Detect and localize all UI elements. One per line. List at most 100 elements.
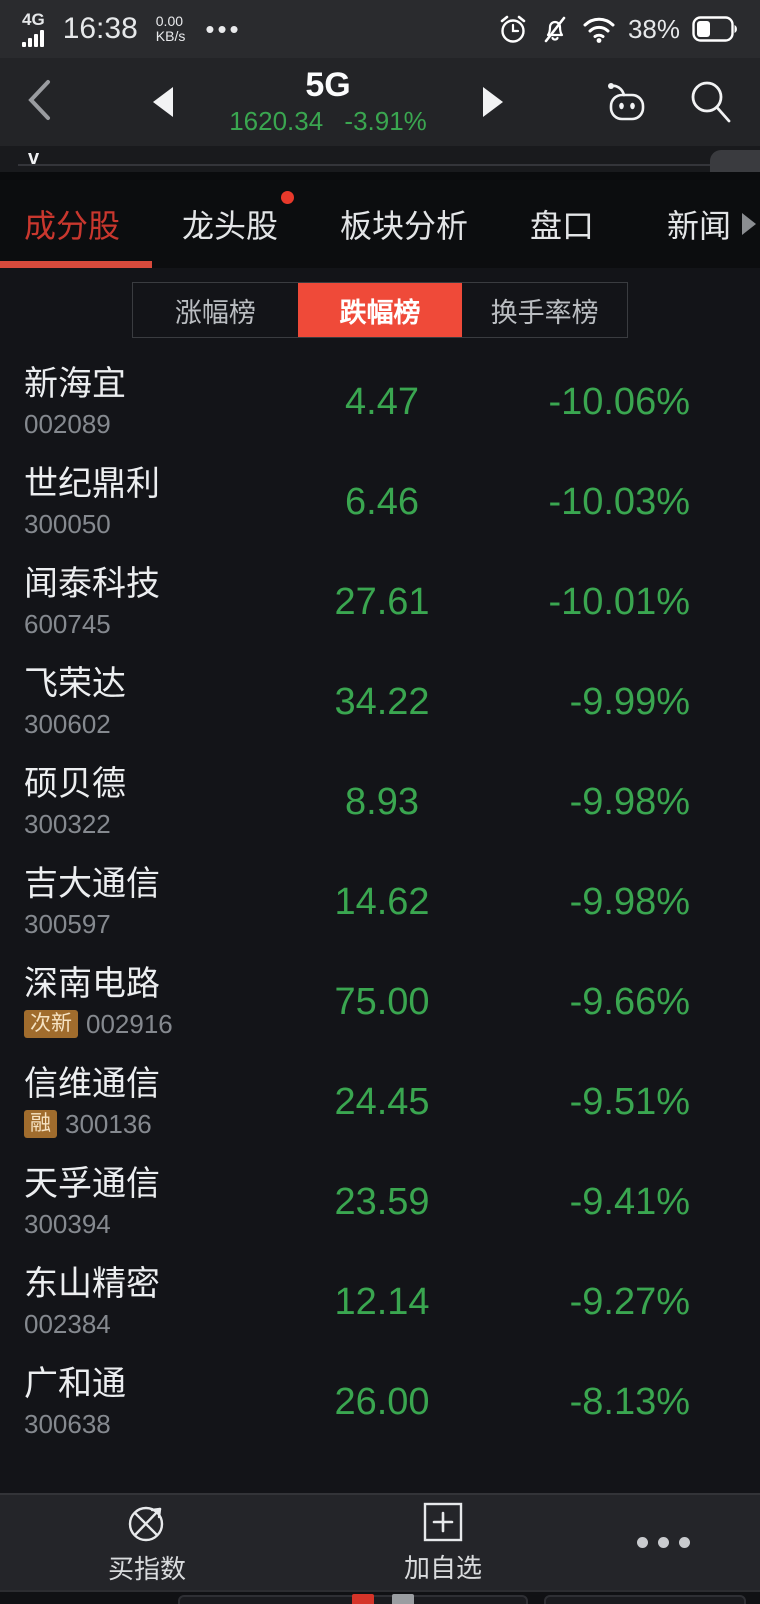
subtab-label: 涨幅榜 (174, 297, 256, 328)
stock-name: 信维通信 (24, 1065, 160, 1104)
tab-label: 成分股 (24, 208, 121, 244)
stock-price: 26.00 (334, 1380, 430, 1423)
subtab-turnover[interactable]: 换手率榜 (462, 283, 627, 337)
bottom-edge-panel (0, 1590, 760, 1604)
add-watchlist-button[interactable]: 加自选 (404, 1500, 482, 1585)
stock-name: 新海宜 (24, 365, 126, 404)
buy-index-label: 买指数 (108, 1554, 187, 1584)
tab-label: 龙头股 (182, 208, 279, 244)
stock-name: 东山精密 (24, 1265, 160, 1304)
speed-unit: KB/s (155, 28, 186, 44)
stock-row[interactable]: 世纪鼎利 300050 6.46 -10.03% (0, 452, 760, 552)
index-quote: 1620.34 -3.91% (203, 106, 453, 137)
tab-constituents[interactable]: 成分股 (24, 201, 120, 247)
header: 5G 1620.34 -3.91% (0, 58, 760, 146)
stock-row[interactable]: 信维通信 融 300136 24.45 -9.51% (0, 1052, 760, 1152)
stock-name: 闻泰科技 (24, 565, 160, 604)
alarm-clock-icon (500, 15, 526, 43)
tab-leading-stocks[interactable]: 龙头股 (182, 191, 295, 247)
stock-code: 300394 (24, 1208, 111, 1239)
stock-name: 深南电路 (24, 965, 160, 1004)
page-title: 5G (305, 65, 351, 104)
stock-row[interactable]: 吉大通信 300597 14.62 -9.98% (0, 852, 760, 952)
expand-chevron-icon[interactable]: v (28, 147, 40, 169)
mute-bell-icon (544, 16, 566, 43)
more-tabs-chevron-icon[interactable] (741, 213, 756, 235)
stock-row[interactable]: 硕贝德 300322 8.93 -9.98% (0, 752, 760, 852)
stock-change-percent: -9.98% (569, 880, 690, 923)
tab-order-book[interactable]: 盘口 (530, 201, 594, 247)
robot-assistant-icon[interactable] (600, 76, 652, 128)
index-change: -3.91% (344, 106, 427, 137)
panel-handle (710, 150, 760, 172)
prev-index-arrow[interactable] (153, 86, 173, 117)
stock-code: 300322 (24, 808, 111, 839)
tab-label: 板块分析 (340, 208, 469, 244)
stock-name: 广和通 (24, 1365, 126, 1404)
add-watchlist-label: 加自选 (404, 1553, 483, 1583)
stock-change-percent: -9.27% (569, 1280, 690, 1323)
tab-news[interactable]: 新闻 (667, 201, 731, 247)
stock-code: 300602 (24, 708, 111, 739)
search-icon[interactable] (686, 77, 734, 127)
more-actions-button[interactable] (637, 1537, 690, 1548)
stock-row[interactable]: 飞荣达 300602 34.22 -9.99% (0, 652, 760, 752)
network-type-label: 4G (22, 10, 45, 29)
stock-row[interactable]: 新海宜 002089 4.47 -10.06% (0, 352, 760, 452)
stock-code: 300638 (24, 1408, 111, 1439)
collapsed-panel-strip[interactable]: v (0, 146, 760, 180)
stock-code: 002089 (24, 408, 111, 439)
notification-dot (281, 191, 295, 204)
subtab-label: 跌幅榜 (339, 297, 421, 328)
subtab-losers[interactable]: 跌幅榜 (297, 283, 463, 337)
statusbar-more-dots-icon: ••• (205, 14, 242, 44)
gray-indicator (392, 1594, 414, 1604)
stock-list: 新海宜 002089 4.47 -10.06% 世纪鼎利 300050 6.46… (0, 352, 760, 1452)
status-bar: 4G 16:38 0.00 KB/s ••• (0, 0, 760, 58)
stock-row[interactable]: 闻泰科技 600745 27.61 -10.01% (0, 552, 760, 652)
stock-row[interactable]: 东山精密 002384 12.14 -9.27% (0, 1252, 760, 1352)
stock-price: 24.45 (334, 1080, 430, 1123)
back-chevron-icon (28, 79, 50, 120)
cellular-signal-icon: 4G (22, 11, 45, 47)
divider (18, 164, 742, 166)
stock-change-percent: -10.01% (548, 580, 690, 623)
stock-price: 34.22 (334, 680, 430, 723)
stock-price: 4.47 (345, 380, 419, 423)
stock-change-percent: -9.99% (569, 680, 690, 723)
stock-price: 8.93 (345, 780, 419, 823)
divider (0, 1590, 760, 1592)
stock-code: 002916 (86, 1008, 173, 1039)
stock-code: 300050 (24, 508, 111, 539)
stock-code: 300136 (65, 1108, 152, 1139)
stock-code: 300597 (24, 908, 111, 939)
stock-row[interactable]: 广和通 300638 26.00 -8.13% (0, 1352, 760, 1452)
stock-badge: 融 (24, 1110, 57, 1139)
stock-change-percent: -9.98% (569, 780, 690, 823)
tab-label: 新闻 (667, 208, 732, 244)
next-index-arrow[interactable] (483, 86, 503, 117)
battery-percentage: 38% (627, 13, 680, 44)
stock-price: 23.59 (334, 1180, 430, 1223)
subtab-gainers[interactable]: 涨幅榜 (133, 283, 298, 337)
signal-bars-icon (22, 30, 44, 47)
speed-value: 0.00 (155, 13, 184, 30)
stock-price: 12.14 (334, 1280, 430, 1323)
network-speed: 0.00 KB/s (156, 14, 186, 43)
wifi-icon (583, 17, 615, 43)
tab-sector-analysis[interactable]: 板块分析 (340, 201, 468, 247)
stock-code: 600745 (24, 608, 111, 639)
back-button[interactable] (26, 78, 66, 127)
stock-name: 天孚通信 (24, 1165, 160, 1204)
stock-price: 27.61 (334, 580, 430, 623)
index-value: 1620.34 (229, 106, 324, 137)
stock-code: 002384 (24, 1308, 111, 1339)
stock-change-percent: -9.41% (569, 1180, 690, 1223)
buy-index-button[interactable]: 买指数 (108, 1499, 186, 1586)
stock-row[interactable]: 天孚通信 300394 23.59 -9.41% (0, 1152, 760, 1252)
stock-name: 吉大通信 (24, 865, 160, 904)
stock-row[interactable]: 深南电路 次新 002916 75.00 -9.66% (0, 952, 760, 1052)
partial-button (544, 1595, 746, 1604)
stock-price: 14.62 (334, 880, 430, 923)
